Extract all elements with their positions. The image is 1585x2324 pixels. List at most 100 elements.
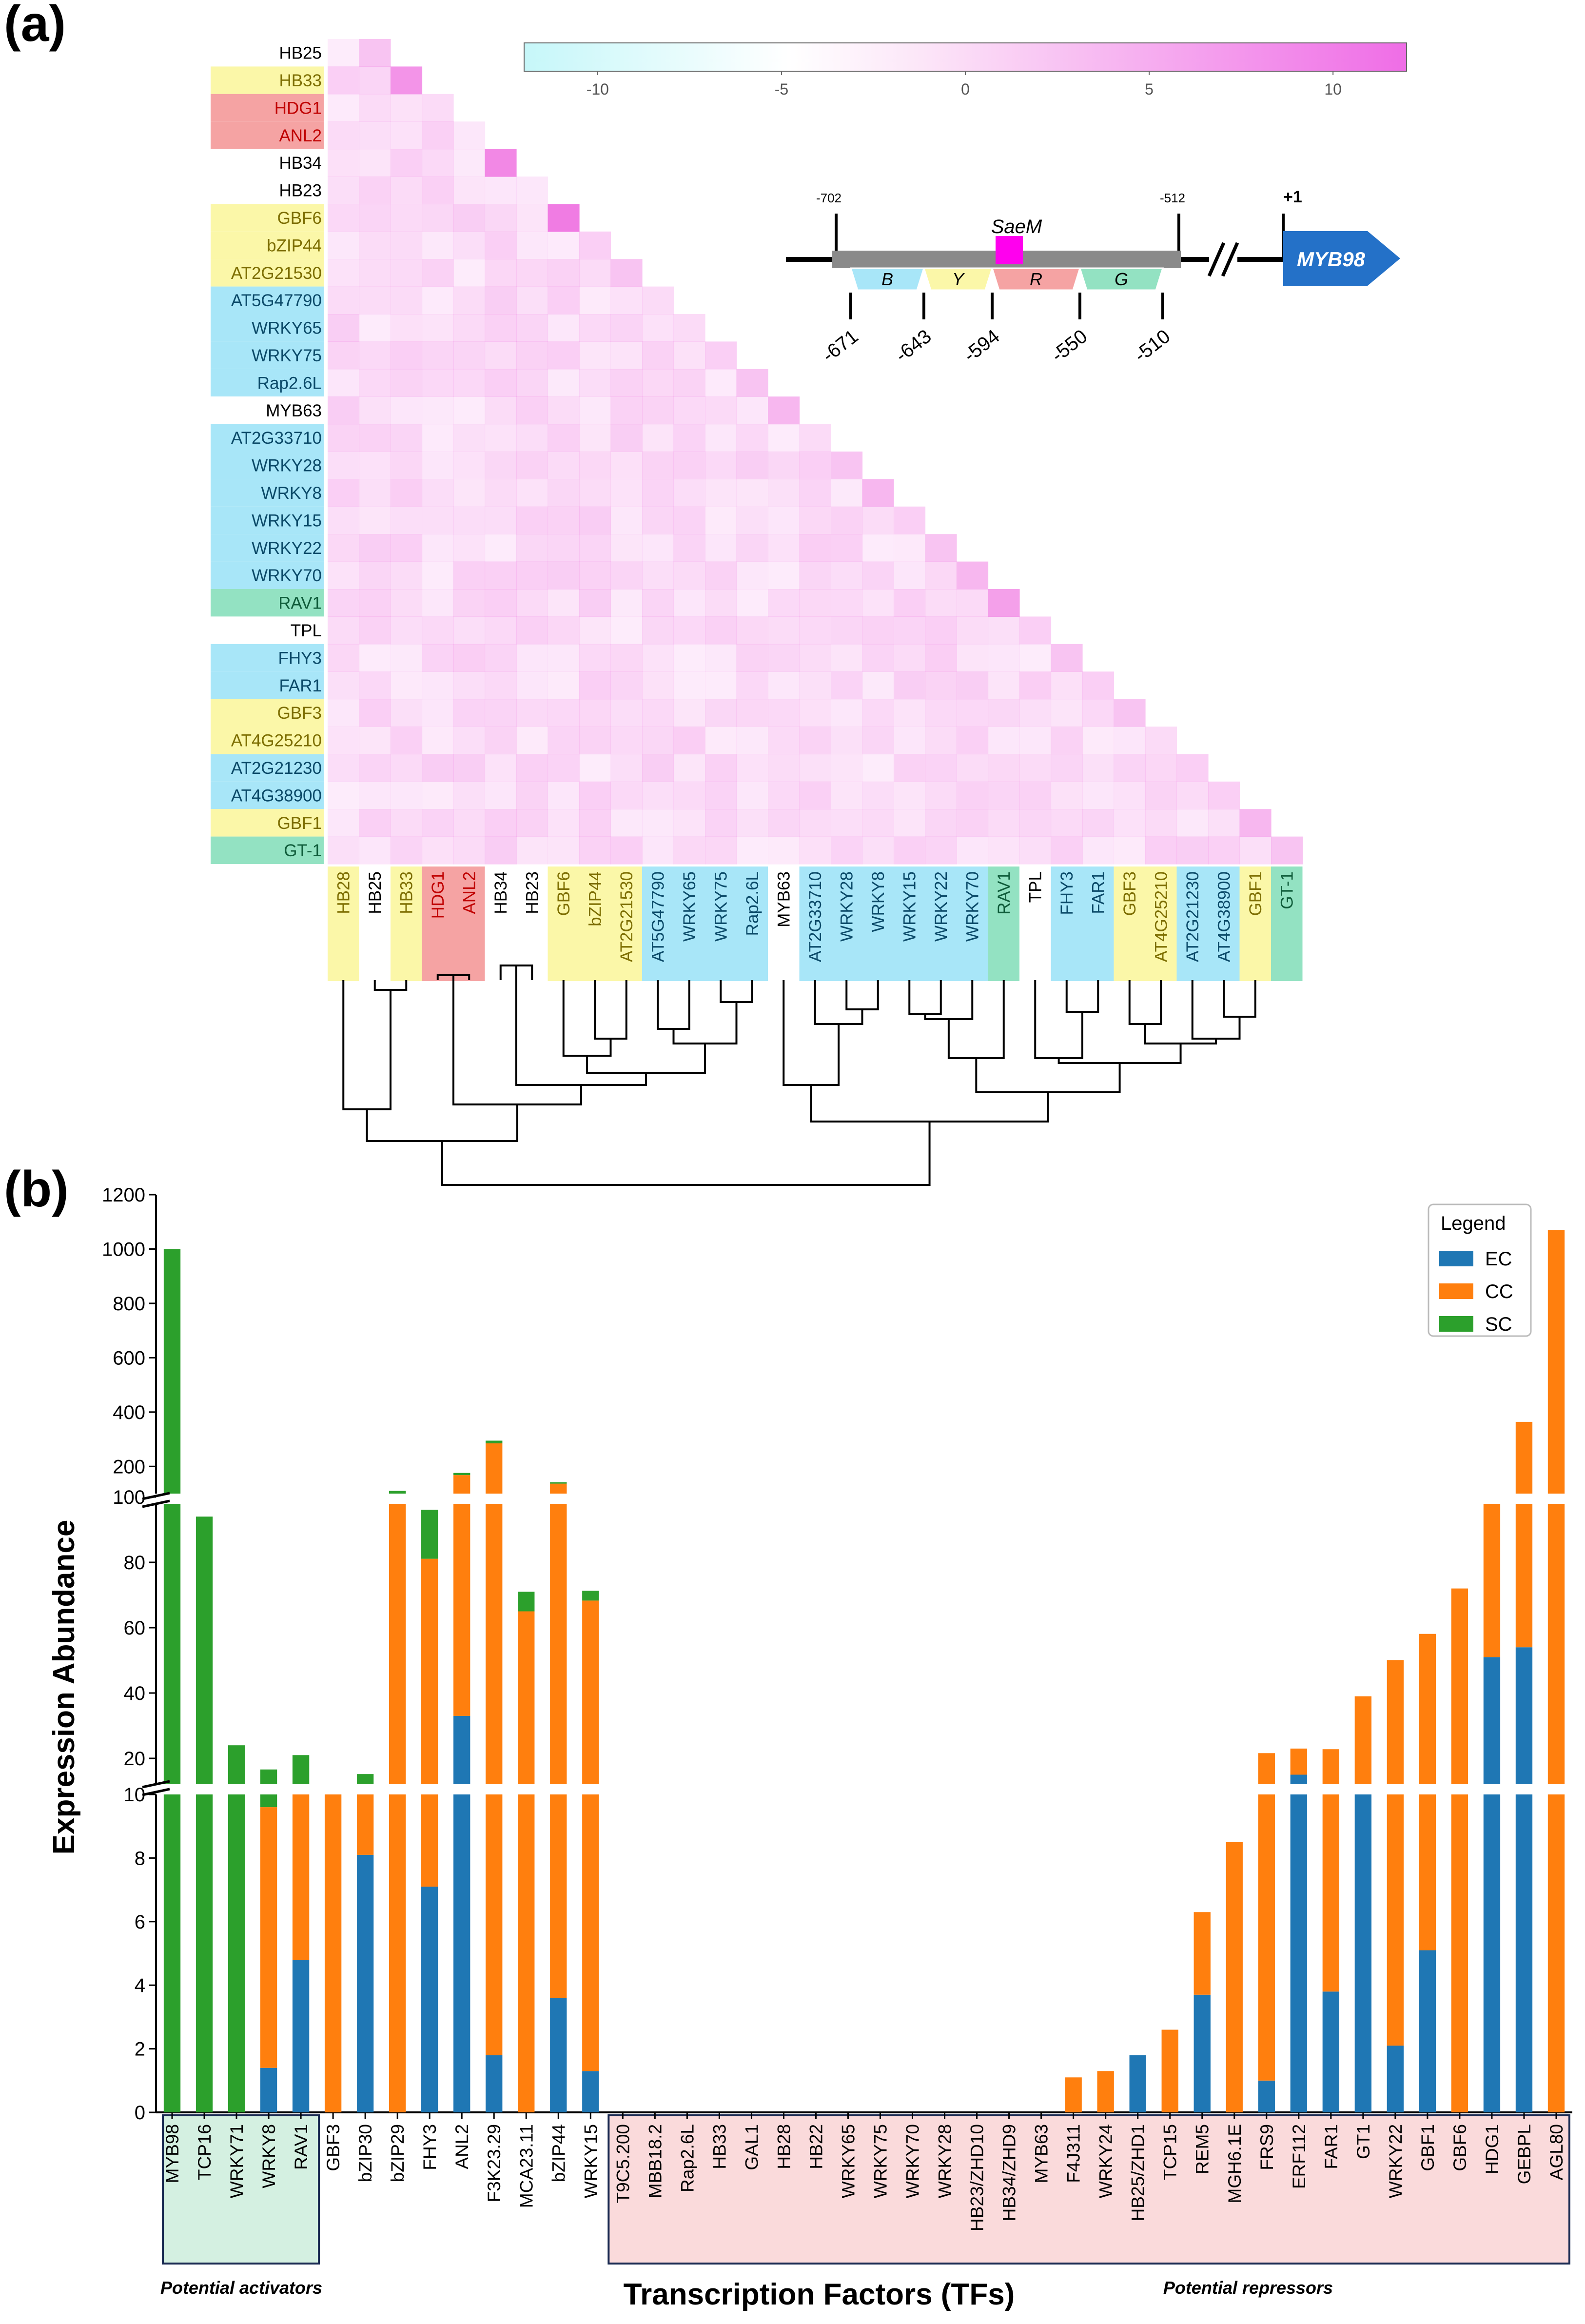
heatmap-cell [1051,644,1083,672]
column-label-bg [673,867,705,981]
heatmap-cell [831,452,863,479]
column-label-bg [485,867,516,981]
column-label-bg [1145,867,1177,981]
heatmap-cell [516,286,548,315]
row-label-bg [211,809,324,837]
x-tick-label: MYB63 [1032,2124,1052,2183]
heatmap-cell [391,314,423,342]
heatmap-cell [610,341,643,370]
column-label: WRKY65 [680,871,699,942]
heatmap-cell [705,836,737,865]
heatmap-cell [894,644,926,672]
legend-label: EC [1485,1248,1512,1270]
column-label-bg [453,867,485,981]
row-label: MYB63 [266,401,322,420]
bar-cc [1515,1497,1533,1648]
dendrogram-branch [1191,980,1241,1040]
column-label: AT5G47790 [648,871,667,962]
row-label-bg [211,424,324,452]
heatmap-cell [485,754,517,782]
heatmap-cell [516,699,548,727]
heatmap-cell [705,534,737,562]
heatmap-cell [862,781,894,809]
heatmap-cell [736,424,768,452]
heatmap-cell [831,561,863,590]
heatmap-cell [359,259,391,287]
heatmap-cell [1019,781,1052,809]
heatmap-cell [1019,727,1052,754]
column-label-bg [1082,867,1114,981]
row-label-bg [211,479,324,507]
y-tick-label: 400 [113,1402,145,1423]
column-label-bg [1176,867,1208,981]
heatmap-cell [485,589,517,617]
bar-cc [550,1794,567,1998]
heatmap-cell [422,314,454,342]
heatmap-cell [328,286,360,315]
break-mark [142,1780,170,1789]
heatmap-cell [359,204,391,232]
x-tick-label: TCP16 [195,2124,215,2180]
y-tick-label: 4 [135,1975,145,1996]
heatmap-cell [359,479,391,507]
heatmap-cell [359,836,391,865]
activators-box [162,2114,320,2265]
activators-label: Potential activators [160,2278,322,2298]
column-label: GT-1 [1277,871,1296,909]
colorbar: -10 -5 0 5 10 [524,42,1407,98]
heatmap-cell [391,231,423,259]
motif-letter: R [1030,269,1042,289]
column-label: Rap2.6L [743,871,762,936]
heatmap-cell [1114,699,1146,727]
heatmap-cell [642,616,674,645]
heatmap-cell [610,781,643,809]
heatmap-cell [862,836,894,865]
heatmap-cell [799,479,831,507]
column-label: GBF6 [554,871,573,916]
x-tick-label: ANL2 [452,2124,472,2169]
heatmap-cell [422,396,454,425]
heatmap-cell [1019,616,1052,645]
heatmap-cell [736,644,768,672]
row-label: AT2G21530 [231,264,322,283]
column-label-bg [736,867,768,981]
bar-cc [1419,1794,1436,1950]
position-label: -550 [1047,325,1091,366]
row-label: WRKY70 [252,566,322,585]
heatmap-cell [516,534,548,562]
heatmap-cell [422,809,454,837]
row-label-bg [211,616,324,644]
heatmap-cell [957,671,989,700]
heatmap-cell [925,699,957,727]
heatmap-cell [705,424,737,452]
column-label: WRKY28 [837,871,856,942]
x-tick-label: GT1 [1353,2124,1373,2159]
dendrogram-branch [1144,1024,1217,1044]
row-label: FHY3 [278,649,322,668]
heatmap-cell [328,177,360,204]
y-axis-label: Expression Abundance [47,1520,81,1855]
heatmap-cell [359,561,391,590]
legend-swatch [1439,1283,1473,1299]
heatmap-cell [1114,809,1146,837]
saem-label: SaeM [991,216,1042,237]
bar-cc [1387,1794,1404,2046]
heatmap-cell [1145,781,1177,809]
bar-ec [453,1715,470,1791]
dendrogram-branch [1057,1044,1182,1064]
column-label: AT4G38900 [1214,871,1233,962]
heatmap-cell [328,754,360,782]
heatmap-cell [610,754,643,782]
heatmap-cell [862,727,894,754]
heatmap-cell [391,369,423,397]
heatmap-cell [453,452,486,479]
heatmap-cell [548,727,580,754]
heatmap-cell [673,506,705,534]
heatmap-cell [453,836,486,865]
column-label: GBF1 [1246,871,1265,916]
heatmap-cell [1082,754,1115,782]
heatmap-cell [548,424,580,452]
column-label-bg [862,867,894,981]
heatmap-cell [1271,836,1303,865]
legend-title: Legend [1441,1213,1506,1234]
